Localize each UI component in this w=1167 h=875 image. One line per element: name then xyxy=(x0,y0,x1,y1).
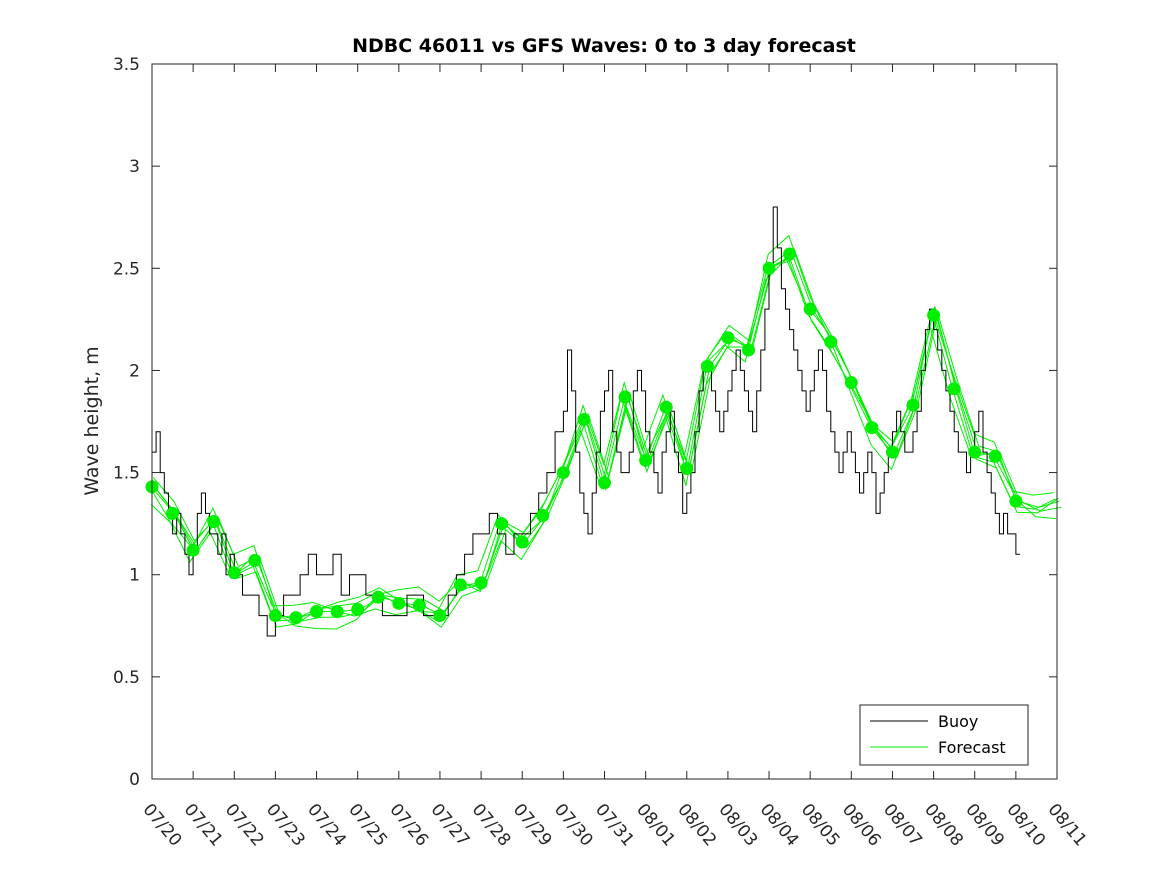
forecast-point xyxy=(659,400,673,414)
x-tick-label: 08/03 xyxy=(714,800,761,850)
x-tick-label: 07/23 xyxy=(262,800,309,850)
forecast-point xyxy=(248,553,262,567)
forecast-line-0 xyxy=(154,253,1060,619)
forecast-point xyxy=(906,398,920,412)
forecast-point xyxy=(412,598,426,612)
y-axis-label: Wave height, m xyxy=(81,346,103,495)
forecast-line-1 xyxy=(150,257,1056,623)
forecast-point xyxy=(166,506,180,520)
forecast-point xyxy=(741,343,755,357)
forecast-point xyxy=(556,466,570,480)
x-tick-label: 08/09 xyxy=(961,800,1008,850)
y-tick-label: 3 xyxy=(129,157,140,177)
plot-frame xyxy=(151,63,1058,780)
forecast-point xyxy=(988,449,1002,463)
forecast-point xyxy=(618,390,632,404)
x-tick-label: 07/25 xyxy=(344,800,391,850)
forecast-point xyxy=(515,535,529,549)
forecast-line-3 xyxy=(148,258,1054,617)
forecast-point xyxy=(639,453,653,467)
x-tick-label: 08/06 xyxy=(838,800,885,850)
y-axis-ticks: 0 0.5 1 1.5 2 2.5 3 3.5 xyxy=(113,55,1057,790)
x-tick-label: 07/22 xyxy=(221,800,268,850)
x-tick-label: 07/21 xyxy=(180,800,227,850)
y-tick-label: 0 xyxy=(129,770,140,790)
forecast-point xyxy=(227,566,241,580)
forecast-point xyxy=(207,515,221,529)
forecast-point xyxy=(371,590,385,604)
forecast-point xyxy=(536,508,550,522)
x-tick-label: 07/20 xyxy=(139,800,186,850)
x-tick-label: 08/02 xyxy=(673,800,720,850)
x-tick-label: 08/01 xyxy=(632,800,679,850)
legend-label-buoy: Buoy xyxy=(938,712,978,731)
forecast-point xyxy=(968,445,982,459)
y-tick-label: 0.5 xyxy=(113,668,140,688)
plot-area xyxy=(145,206,1062,637)
forecast-point xyxy=(310,604,324,618)
forecast-point xyxy=(598,476,611,490)
x-tick-label: 07/24 xyxy=(303,800,350,850)
y-tick-label: 2 xyxy=(129,361,140,381)
legend-box xyxy=(859,704,1029,766)
forecast-point xyxy=(495,517,509,531)
forecast-line-5 xyxy=(150,234,1057,630)
legend: Buoy Forecast xyxy=(859,704,1029,766)
x-tick-label: 08/07 xyxy=(879,800,926,850)
forecast-point xyxy=(268,609,282,623)
forecast-line-4 xyxy=(152,259,1059,628)
y-tick-label: 3.5 xyxy=(113,55,140,75)
x-tick-label: 08/08 xyxy=(920,800,967,850)
x-tick-label: 07/30 xyxy=(550,800,597,850)
x-tick-label: 08/05 xyxy=(797,800,844,850)
forecast-point xyxy=(454,578,468,592)
forecast-point xyxy=(865,421,879,435)
y-tick-label: 1.5 xyxy=(113,464,140,484)
y-tick-label: 2.5 xyxy=(113,259,140,279)
forecast-point xyxy=(803,302,817,316)
chart-title: NDBC 46011 vs GFS Waves: 0 to 3 day fore… xyxy=(352,35,856,57)
x-tick-label: 07/26 xyxy=(385,800,432,850)
forecast-point xyxy=(700,359,714,373)
forecast-point xyxy=(351,602,365,616)
x-tick-label: 07/28 xyxy=(468,800,515,850)
forecast-point xyxy=(680,461,694,475)
x-tick-label: 08/11 xyxy=(1044,800,1091,850)
forecast-point xyxy=(289,611,303,625)
forecast-point xyxy=(577,412,591,426)
forecast-point xyxy=(783,247,797,261)
forecast-point xyxy=(330,604,344,618)
forecast-point xyxy=(947,382,961,396)
y-tick-label: 1 xyxy=(129,566,140,586)
forecast-point xyxy=(433,609,447,623)
x-tick-label: 07/31 xyxy=(591,800,638,850)
x-tick-label: 07/27 xyxy=(427,800,474,850)
x-tick-label: 08/04 xyxy=(756,800,803,850)
forecast-point xyxy=(824,335,838,349)
forecast-point xyxy=(844,376,858,390)
x-tick-label: 07/29 xyxy=(509,800,556,850)
legend-label-forecast: Forecast xyxy=(938,738,1006,757)
forecast-point xyxy=(392,596,406,610)
forecast-point xyxy=(885,445,899,459)
forecast-point xyxy=(721,331,735,345)
buoy-line xyxy=(152,206,1020,637)
forecast-point xyxy=(1009,494,1023,508)
forecast-line-2 xyxy=(155,247,1062,622)
forecast-point xyxy=(186,543,200,557)
forecast-point xyxy=(927,308,941,322)
x-tick-label: 08/10 xyxy=(1002,800,1049,850)
forecast-point xyxy=(762,261,776,275)
forecast-point xyxy=(474,576,488,590)
